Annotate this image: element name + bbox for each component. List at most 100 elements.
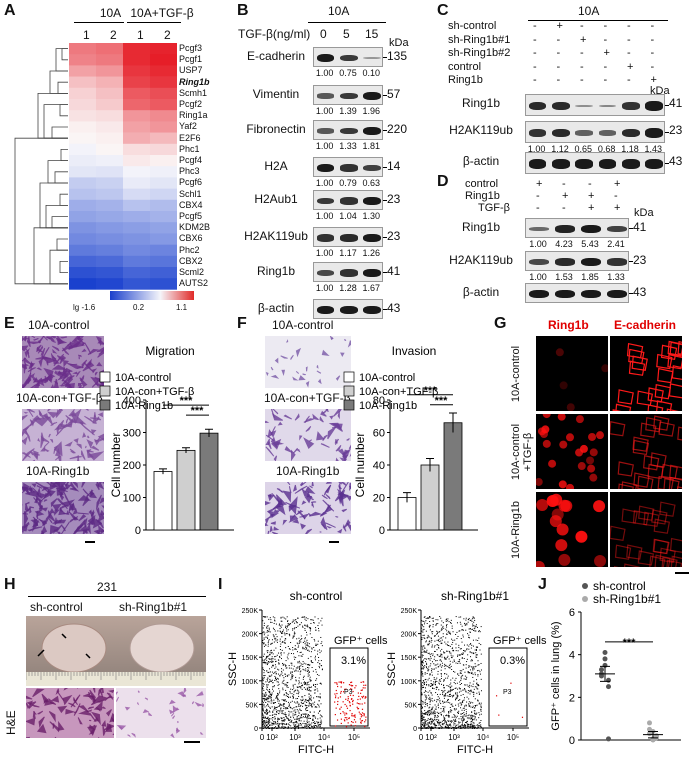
event-dot	[306, 721, 308, 723]
micrograph-texture	[22, 336, 104, 388]
band-quant: 0.10	[362, 68, 381, 78]
event-dot	[425, 617, 427, 619]
micrograph-cell	[26, 337, 30, 340]
event-dot	[430, 685, 432, 687]
event-dot	[444, 721, 446, 723]
condition-sign: +	[614, 178, 621, 190]
event-dot	[319, 682, 321, 684]
event-dot	[444, 706, 446, 708]
event-dot	[305, 723, 307, 725]
event-dot	[458, 725, 460, 727]
event-dot	[466, 696, 468, 698]
heatmap-cell	[150, 267, 177, 279]
micrograph-cell	[116, 696, 120, 702]
event-dot	[272, 653, 274, 655]
membrane	[637, 475, 654, 489]
event-dot	[474, 713, 476, 715]
micrograph-cell	[316, 370, 322, 374]
event-dot	[281, 636, 283, 638]
event-dot	[298, 677, 300, 679]
gated-event	[365, 696, 367, 698]
x-axis-label: FITC-H	[298, 744, 334, 756]
event-dot	[474, 649, 476, 651]
event-dot	[450, 622, 452, 624]
event-dot	[287, 675, 289, 677]
event-dot	[316, 696, 318, 698]
event-dot	[315, 706, 317, 708]
event-dot	[445, 677, 447, 679]
gene-label: Pcgf4	[179, 155, 203, 165]
kda-tick	[383, 200, 387, 201]
event-dot	[267, 718, 269, 720]
event-dot	[285, 723, 287, 725]
event-dot	[281, 624, 283, 626]
event-dot	[299, 667, 301, 669]
micrograph-cell	[40, 507, 48, 512]
event-dot	[303, 702, 305, 704]
micrograph-cell	[63, 383, 73, 388]
event-dot	[282, 689, 284, 691]
event-dot	[437, 696, 439, 698]
blot-row-label: Vimentin	[252, 87, 300, 101]
micrograph-texture	[22, 409, 104, 461]
event-dot	[284, 723, 286, 725]
event-dot	[456, 631, 458, 633]
condition-sign: +	[562, 190, 569, 202]
micrograph-cell	[29, 372, 35, 379]
event-dot	[304, 699, 306, 701]
event-dot	[313, 714, 315, 716]
event-dot	[319, 693, 321, 695]
event-dot	[444, 717, 446, 719]
micrograph-cell	[101, 706, 106, 710]
event-dot	[452, 655, 454, 657]
event-dot	[424, 701, 426, 703]
y-tick-label: 100K	[242, 679, 259, 686]
heatmap-cell	[150, 43, 177, 55]
event-dot	[422, 719, 424, 721]
event-dot	[451, 716, 453, 718]
micrograph-cell	[275, 498, 286, 516]
blot-band	[316, 270, 335, 276]
micrograph-cell	[30, 384, 36, 388]
nucleus	[589, 473, 598, 482]
micrograph-cell	[38, 410, 45, 420]
event-dot	[447, 714, 449, 716]
band-quant: 1.00	[529, 239, 547, 249]
gene-label: Scml2	[179, 267, 205, 277]
event-dot	[428, 641, 430, 643]
event-dot	[431, 639, 433, 641]
kda-marker: 43	[633, 285, 647, 299]
event-dot	[448, 716, 450, 718]
condition-sign: -	[603, 74, 608, 86]
event-dot	[262, 679, 264, 681]
event-dot	[303, 616, 305, 618]
event-dot	[275, 709, 277, 711]
event-dot	[262, 687, 264, 689]
event-dot	[436, 724, 438, 726]
event-dot	[434, 656, 436, 658]
event-dot	[451, 638, 453, 640]
event-dot	[262, 725, 264, 727]
event-dot	[264, 695, 266, 697]
event-dot	[447, 701, 449, 703]
event-dot	[267, 672, 269, 674]
event-dot	[453, 694, 455, 696]
event-dot	[288, 696, 290, 698]
event-dot	[320, 721, 322, 723]
event-dot	[304, 688, 306, 690]
event-dot	[306, 723, 308, 725]
event-dot	[275, 673, 277, 675]
event-dot	[317, 625, 319, 627]
event-dot	[446, 692, 448, 694]
micrograph-cell	[268, 493, 273, 498]
event-dot	[312, 670, 314, 672]
event-dot	[282, 630, 284, 632]
event-dot	[268, 618, 270, 620]
event-dot	[291, 721, 293, 723]
band-quant: 1.00	[315, 141, 334, 151]
micrograph-cell	[53, 420, 65, 431]
event-dot	[278, 624, 280, 626]
micrograph-cell	[273, 455, 278, 461]
event-dot	[293, 691, 295, 693]
event-dot	[281, 632, 283, 634]
